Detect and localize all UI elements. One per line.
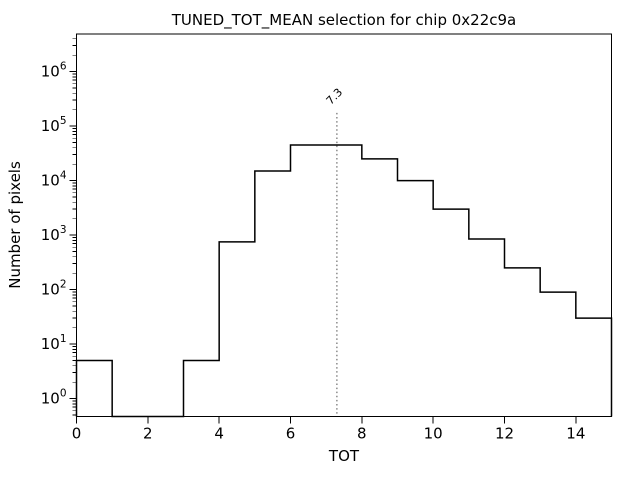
y-tick-label: 105	[41, 115, 67, 135]
y-tick-label: 100	[41, 388, 67, 408]
y-axis-label: Number of pixels	[6, 161, 24, 289]
x-tick-label: 12	[495, 425, 514, 443]
y-tick-label: 106	[41, 61, 67, 81]
chart-title: TUNED_TOT_MEAN selection for chip 0x22c9…	[171, 11, 516, 30]
x-tick-label: 6	[286, 425, 296, 443]
x-tick-label: 4	[214, 425, 224, 443]
x-tick-label: 10	[424, 425, 443, 443]
y-tick-label: 101	[41, 333, 67, 353]
y-tick-label: 103	[41, 224, 67, 244]
histogram-line	[75, 144, 613, 418]
x-axis-label: TOT	[328, 447, 360, 465]
y-tick-label: 102	[41, 279, 67, 299]
vline-threshold-label: 7.3	[324, 86, 346, 108]
x-tick-label: 2	[143, 425, 153, 443]
y-tick-label: 104	[41, 170, 67, 190]
plot-frame	[76, 33, 612, 417]
x-tick-label: 14	[566, 425, 585, 443]
x-tick-label: 0	[72, 425, 82, 443]
plot-content: 0 2 4 6 8 10 12 14 100 101 102 103 104 105 106	[41, 33, 613, 443]
x-tick-label: 8	[357, 425, 367, 443]
